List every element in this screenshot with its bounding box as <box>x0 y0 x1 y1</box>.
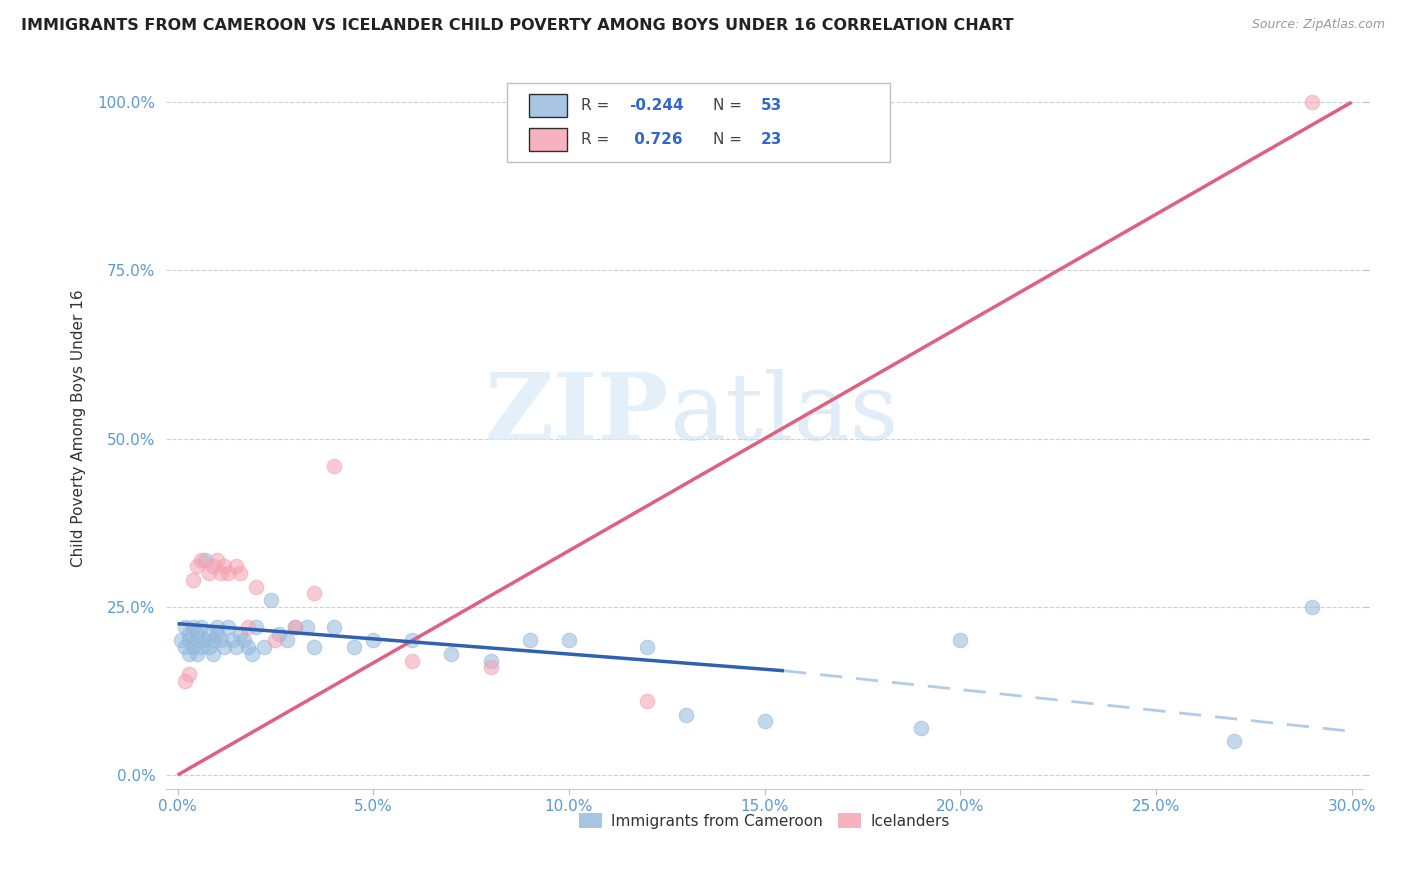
Point <box>214 640 236 655</box>
Point <box>558 633 581 648</box>
Point <box>233 633 256 648</box>
Point <box>198 566 221 581</box>
Point <box>1223 734 1246 748</box>
FancyBboxPatch shape <box>508 83 890 162</box>
Text: IMMIGRANTS FROM CAMEROON VS ICELANDER CHILD POVERTY AMONG BOYS UNDER 16 CORRELAT: IMMIGRANTS FROM CAMEROON VS ICELANDER CH… <box>21 18 1014 33</box>
Point <box>181 620 204 634</box>
Point <box>295 620 318 634</box>
Point <box>240 647 263 661</box>
Point <box>186 626 208 640</box>
Point <box>229 566 252 581</box>
Point <box>217 620 239 634</box>
Text: 0.726: 0.726 <box>630 132 683 146</box>
Text: Source: ZipAtlas.com: Source: ZipAtlas.com <box>1251 18 1385 31</box>
Point <box>198 626 221 640</box>
Point <box>949 633 972 648</box>
Point <box>245 580 267 594</box>
Point <box>181 573 204 587</box>
Point <box>343 640 366 655</box>
Point <box>181 640 204 655</box>
Point <box>174 620 197 634</box>
Point <box>201 559 224 574</box>
Point <box>174 640 197 655</box>
Point <box>479 654 502 668</box>
Point <box>190 640 212 655</box>
Text: R =: R = <box>581 98 614 113</box>
FancyBboxPatch shape <box>529 128 567 151</box>
Point <box>217 566 239 581</box>
Point <box>209 566 232 581</box>
Point <box>198 640 221 655</box>
Point <box>179 626 201 640</box>
Point <box>323 458 346 473</box>
Point <box>269 626 291 640</box>
Point <box>304 640 326 655</box>
Point <box>179 633 201 648</box>
Point <box>186 633 208 648</box>
Point <box>636 640 658 655</box>
Point <box>205 553 228 567</box>
Point <box>179 647 201 661</box>
Point <box>201 647 224 661</box>
Point <box>754 714 776 729</box>
Point <box>675 707 697 722</box>
Point <box>186 647 208 661</box>
FancyBboxPatch shape <box>529 95 567 118</box>
Point <box>401 654 423 668</box>
Point <box>323 620 346 634</box>
Point <box>479 660 502 674</box>
Point <box>209 633 232 648</box>
Point <box>236 620 259 634</box>
Point <box>225 640 247 655</box>
Point <box>264 633 287 648</box>
Legend: Immigrants from Cameroon, Icelanders: Immigrants from Cameroon, Icelanders <box>574 806 956 835</box>
Point <box>1301 95 1323 110</box>
Text: 53: 53 <box>761 98 782 113</box>
Point <box>519 633 541 648</box>
Point <box>276 633 298 648</box>
Text: 23: 23 <box>761 132 782 146</box>
Point <box>245 620 267 634</box>
Y-axis label: Child Poverty Among Boys Under 16: Child Poverty Among Boys Under 16 <box>72 290 86 567</box>
Point <box>229 626 252 640</box>
Point <box>636 694 658 708</box>
Point <box>361 633 384 648</box>
Point <box>1301 599 1323 614</box>
Point <box>174 673 197 688</box>
Point <box>221 633 243 648</box>
Point <box>190 553 212 567</box>
Point <box>260 593 283 607</box>
Text: N =: N = <box>713 132 747 146</box>
Point <box>170 633 193 648</box>
Point <box>910 721 932 735</box>
Point <box>304 586 326 600</box>
Point <box>214 559 236 574</box>
Text: R =: R = <box>581 132 614 146</box>
Point <box>252 640 274 655</box>
Point <box>284 620 307 634</box>
Point <box>205 626 228 640</box>
Point <box>190 620 212 634</box>
Point <box>205 620 228 634</box>
Text: N =: N = <box>713 98 747 113</box>
Point <box>440 647 463 661</box>
Point <box>236 640 259 655</box>
Point <box>401 633 423 648</box>
Point <box>186 559 208 574</box>
Point <box>225 559 247 574</box>
Point <box>284 620 307 634</box>
Point <box>194 633 217 648</box>
Text: ZIP: ZIP <box>485 369 669 459</box>
Point <box>201 633 224 648</box>
Text: -0.244: -0.244 <box>630 98 683 113</box>
Text: atlas: atlas <box>669 369 898 459</box>
Point <box>194 553 217 567</box>
Point <box>179 667 201 681</box>
